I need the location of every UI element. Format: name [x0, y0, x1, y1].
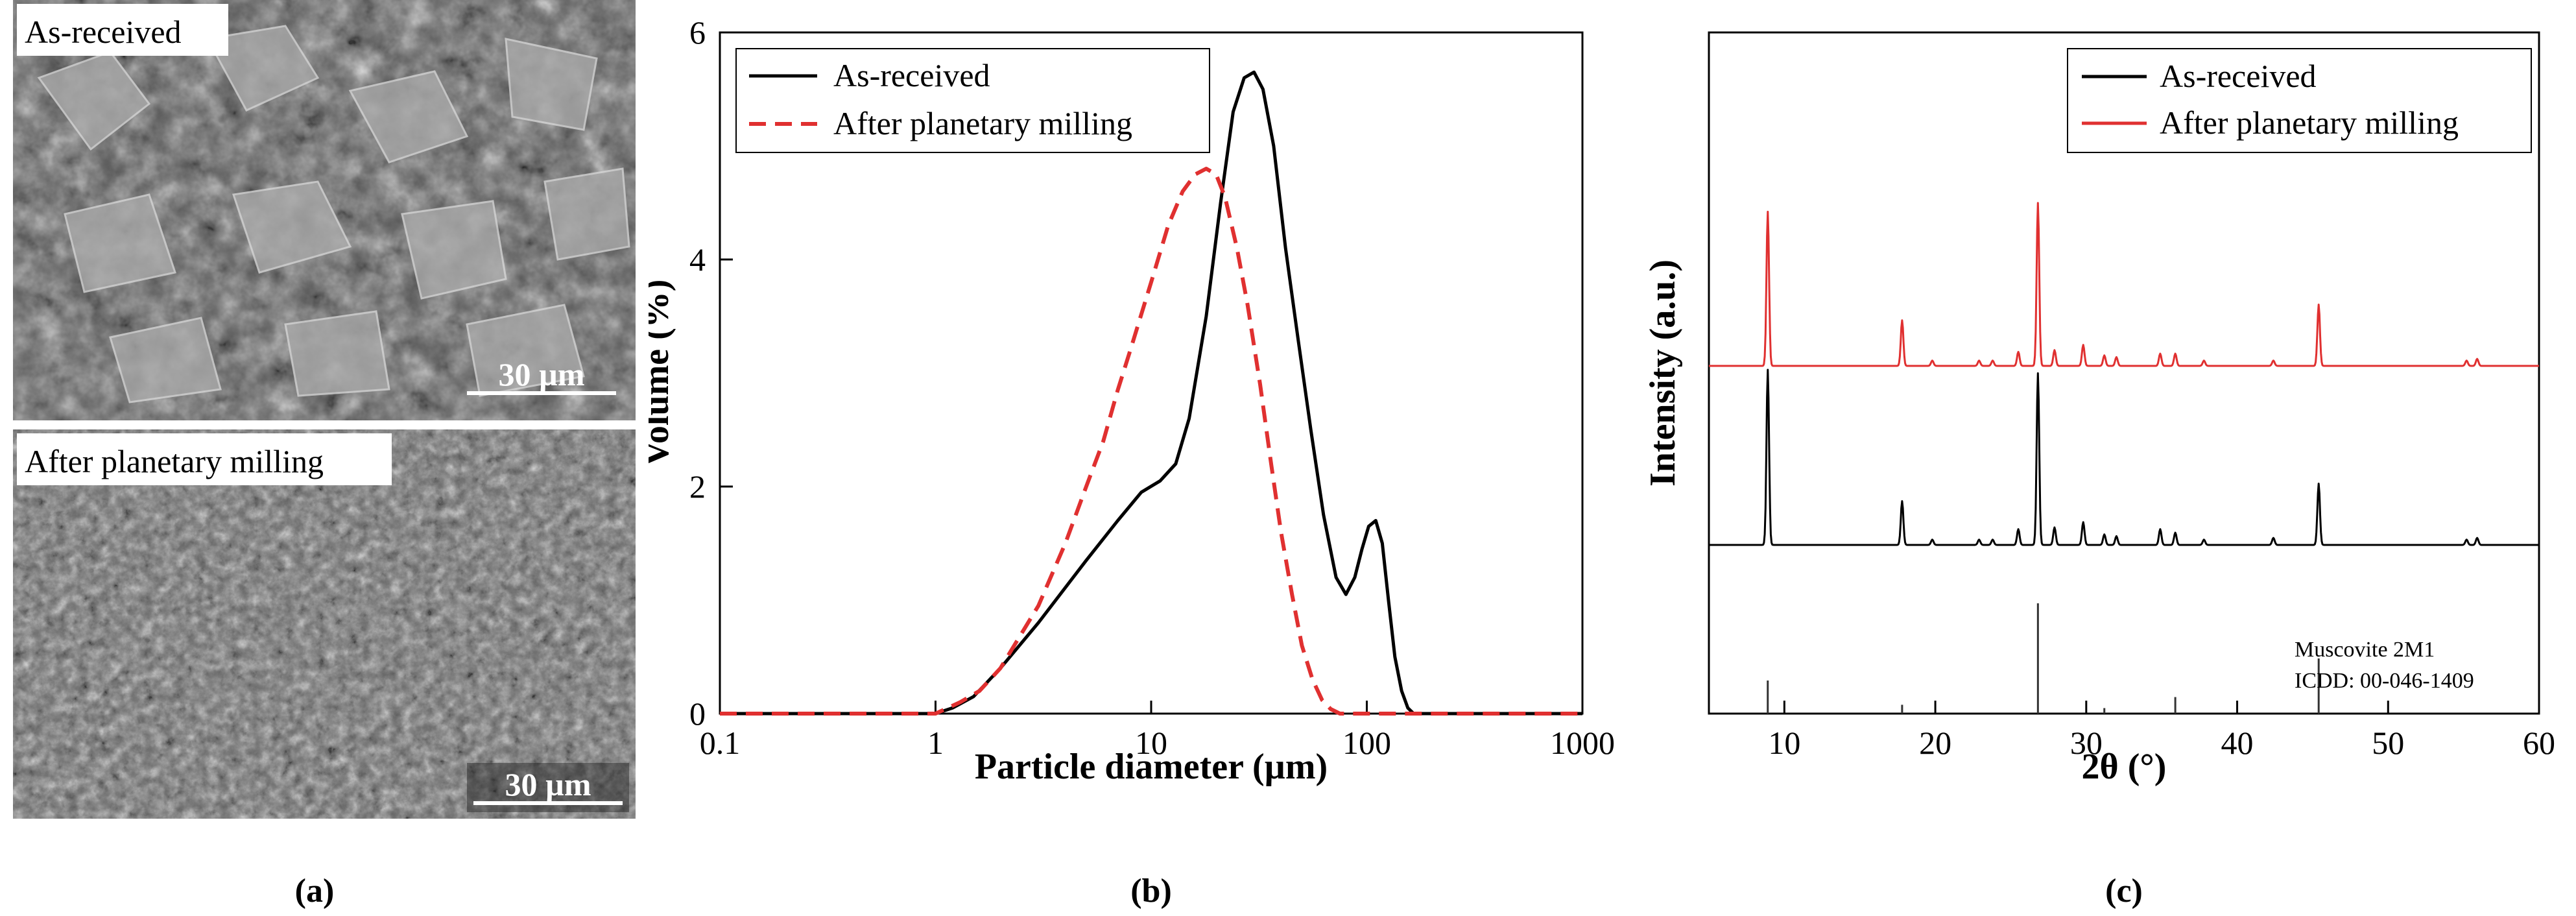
x-tick-label: 50	[2372, 725, 2404, 761]
x-tick-label: 1000	[1550, 725, 1615, 761]
series-line	[720, 70, 1582, 716]
y-tick-label: 4	[689, 241, 706, 278]
x-tick-label: 10	[1768, 725, 1800, 761]
panel-b: 0.1 1 10 100 1000 0 2 4 6 Particle diameter (µm) V…	[649, 0, 1634, 916]
panel-caption: (b)	[1130, 873, 1172, 910]
legend-label: As-received	[833, 57, 990, 93]
scale-bar-label: 30 µm	[505, 766, 591, 802]
xrd-pattern	[1708, 202, 2540, 367]
sem-label-as-received: As-received	[25, 14, 182, 50]
legend: As-received After planetary milling	[735, 48, 1210, 153]
y-tick-label: 0	[689, 695, 706, 732]
panel-caption: (a)	[295, 873, 335, 910]
x-tick-label: 100	[1342, 725, 1391, 761]
sem-images: As-received 30 µm After planetary millin…	[13, 0, 636, 910]
legend-box	[2067, 48, 2532, 153]
series-line	[720, 167, 1582, 716]
reference-name: Muscovite 2M1	[2295, 638, 2435, 662]
y-axis-title: Intensity (a.u.)	[1643, 259, 1683, 487]
legend-label: After planetary milling	[833, 105, 1132, 141]
y-tick-label: 2	[689, 468, 706, 505]
x-tick-label: 30	[2070, 725, 2103, 761]
legend-label: As-received	[2160, 58, 2317, 94]
x-tick-label: 20	[1919, 725, 1951, 761]
x-tick-label: 60	[2523, 725, 2555, 761]
x-tick-label: 1	[927, 725, 944, 761]
panel-caption: (c)	[2105, 873, 2143, 910]
sem-as-received: As-received 30 µm	[13, 0, 636, 420]
sem-after-milling: After planetary milling 30 µm	[13, 429, 636, 819]
panel-c: 10 20 30 40 50 60 2θ (°) Intensity (a.u.) Muscov…	[1634, 0, 2576, 916]
xrd-chart: 10 20 30 40 50 60 2θ (°) Intensity (a.u.) Muscov…	[1643, 31, 2555, 910]
y-tick-label: 6	[689, 14, 706, 51]
x-axis-title: Particle diameter (µm)	[975, 747, 1328, 787]
legend-label: After planetary milling	[2160, 104, 2459, 141]
x-axis-title: 2θ (°)	[2082, 747, 2167, 787]
series-line	[1708, 202, 2540, 367]
sem-label-after-milling: After planetary milling	[25, 443, 324, 479]
psd-chart: 0.1 1 10 100 1000 0 2 4 6 Particle diameter (µm) V…	[649, 14, 1615, 910]
plot-frame	[1708, 31, 2540, 715]
reference-card: ICDD: 00-046-1409	[2295, 669, 2474, 693]
panel-a: As-received 30 µm After planetary millin…	[13, 0, 642, 916]
scale-bar-label: 30 µm	[499, 356, 585, 392]
legend: As-received After planetary milling	[2067, 48, 2532, 153]
xrd-pattern	[1708, 368, 2540, 546]
x-tick-label: 10	[1135, 725, 1167, 761]
legend-box	[735, 48, 1210, 153]
x-tick-label: 40	[2221, 725, 2254, 761]
flake-particles	[37, 25, 630, 404]
series-line	[1708, 368, 2540, 546]
x-tick-label: 0.1	[700, 725, 741, 761]
y-axis-title: Volume (%)	[649, 280, 676, 467]
